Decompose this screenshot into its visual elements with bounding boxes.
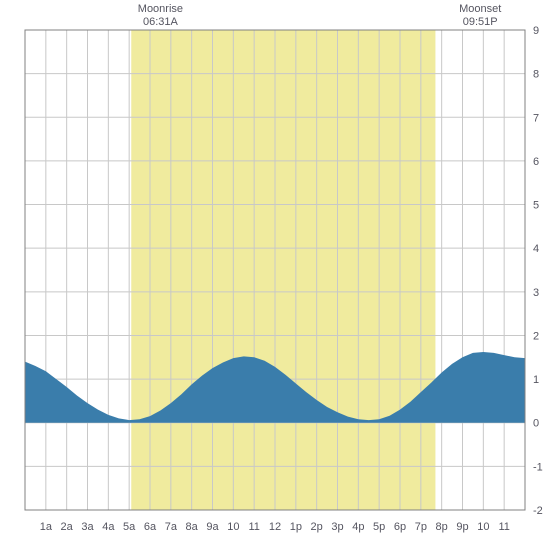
moonset-time: 09:51P (463, 16, 498, 28)
y-tick-label: -2 (533, 505, 543, 517)
x-tick-label: 7a (165, 521, 178, 533)
x-tick-label: 1p (290, 521, 302, 533)
moonrise-title: Moonrise (138, 3, 183, 15)
x-tick-label: 8p (436, 521, 448, 533)
x-tick-label: 3a (81, 521, 94, 533)
x-tick-label: 2a (61, 521, 74, 533)
y-tick-label: 4 (533, 243, 539, 255)
x-tick-label: 2p (311, 521, 323, 533)
x-tick-label: 9p (456, 521, 468, 533)
x-tick-label: 10 (227, 521, 239, 533)
y-tick-label: 2 (533, 330, 539, 342)
x-tick-label: 3p (331, 521, 343, 533)
x-tick-label: 7p (415, 521, 427, 533)
y-tick-label: 3 (533, 287, 539, 299)
y-tick-label: 1 (533, 374, 539, 386)
y-tick-label: 9 (533, 25, 539, 37)
x-tick-label: 4a (102, 521, 115, 533)
y-tick-label: 0 (533, 418, 539, 430)
tide-chart: -2-101234567891a2a3a4a5a6a7a8a9a1011121p… (0, 0, 550, 550)
x-tick-label: 4p (352, 521, 364, 533)
y-tick-label: -1 (533, 461, 543, 473)
x-tick-label: 5a (123, 521, 136, 533)
x-tick-label: 12 (269, 521, 281, 533)
daylight-band (131, 30, 435, 510)
x-tick-label: 5p (373, 521, 385, 533)
x-tick-label: 6a (144, 521, 157, 533)
x-tick-label: 11 (248, 521, 259, 533)
y-tick-label: 5 (533, 200, 539, 212)
x-tick-label: 1a (40, 521, 53, 533)
x-tick-label: 11 (498, 521, 509, 533)
x-tick-label: 10 (477, 521, 489, 533)
x-tick-label: 8a (186, 521, 199, 533)
y-tick-label: 7 (533, 112, 539, 124)
y-tick-label: 8 (533, 69, 539, 81)
y-tick-label: 6 (533, 156, 539, 168)
x-tick-label: 6p (394, 521, 406, 533)
x-tick-label: 9a (206, 521, 219, 533)
moonrise-time: 06:31A (143, 16, 179, 28)
chart-svg: -2-101234567891a2a3a4a5a6a7a8a9a1011121p… (0, 0, 550, 550)
moonset-title: Moonset (459, 3, 501, 15)
